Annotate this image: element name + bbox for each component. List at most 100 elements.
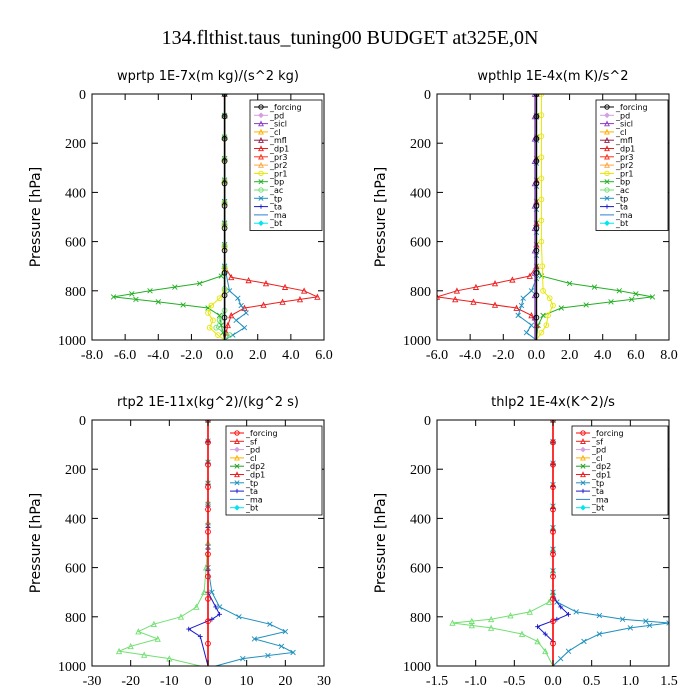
legend-label: _ac bbox=[615, 186, 629, 195]
series-point bbox=[596, 612, 603, 619]
legend-label: _sf bbox=[591, 437, 603, 446]
legend-label: _ac bbox=[269, 186, 283, 195]
legend-marker bbox=[580, 504, 586, 511]
x-tick-label: 20 bbox=[278, 674, 292, 689]
legend-label: _bp bbox=[269, 178, 284, 187]
series-point bbox=[554, 616, 560, 622]
series-point bbox=[538, 112, 545, 118]
series-point bbox=[240, 655, 246, 662]
legend-label: _tp bbox=[245, 479, 258, 488]
series-line bbox=[535, 94, 554, 340]
series-point bbox=[558, 655, 564, 662]
series-point bbox=[643, 618, 649, 624]
legend-marker bbox=[580, 430, 586, 436]
series-point bbox=[523, 329, 530, 336]
panel-4: thlp2 1E-4x(K^2)/s Pressure [hPa] -1.5 -1.0… bbox=[373, 395, 678, 689]
legend-marker bbox=[234, 471, 240, 478]
legend-marker bbox=[604, 170, 610, 177]
x-tick-label: -0.5 bbox=[503, 674, 525, 689]
series-point bbox=[236, 614, 242, 620]
y-tick-label: 1000 bbox=[403, 334, 431, 349]
series-line bbox=[207, 420, 295, 666]
series-point bbox=[233, 317, 239, 324]
legend-label: _bp bbox=[615, 178, 630, 187]
series-point bbox=[279, 298, 286, 305]
legend-marker bbox=[580, 480, 586, 486]
legend-label: _pr2 bbox=[269, 161, 287, 170]
series-point bbox=[608, 299, 614, 305]
x-tick-label: 1.0 bbox=[622, 674, 640, 689]
panel-3: rtp2 1E-11x(kg^2)/(kg^2 s) Pressure [hPa]… bbox=[28, 395, 331, 689]
y-tick-label: 0 bbox=[424, 88, 431, 103]
x-tick-label: 1.5 bbox=[660, 674, 678, 689]
series-point bbox=[488, 624, 495, 631]
legend-label: _bt bbox=[269, 219, 282, 228]
legend-box bbox=[571, 425, 669, 516]
series-point bbox=[566, 280, 573, 287]
panel-title: wprtp 1E-7x(m kg)/(s^2 kg) bbox=[117, 69, 299, 84]
series-point bbox=[205, 551, 211, 558]
legend-label: _tp bbox=[615, 194, 628, 203]
series-point bbox=[550, 618, 556, 625]
legend-marker bbox=[580, 438, 586, 444]
legend-label: _dp1 bbox=[615, 145, 635, 154]
series-point bbox=[596, 631, 603, 637]
series-point bbox=[226, 288, 233, 294]
series-point bbox=[538, 133, 545, 140]
series-point bbox=[538, 196, 545, 203]
x-tick-label: 0.0 bbox=[216, 348, 234, 363]
x-tick-label: -4.0 bbox=[147, 348, 169, 363]
legend-marker bbox=[234, 480, 240, 486]
legend-label: _ta bbox=[245, 487, 258, 496]
series-point bbox=[206, 324, 213, 331]
legend-label: _ma bbox=[269, 211, 287, 220]
series-point bbox=[213, 604, 219, 610]
series-point bbox=[533, 158, 540, 164]
legend-marker bbox=[258, 136, 264, 143]
legend-label: _bt bbox=[615, 219, 628, 228]
series-point bbox=[649, 294, 656, 300]
series-point bbox=[550, 573, 556, 580]
series-point bbox=[533, 314, 540, 321]
series-point bbox=[573, 609, 579, 615]
legend-label: _dp1 bbox=[245, 471, 265, 480]
series-point bbox=[241, 324, 248, 331]
series-point bbox=[201, 588, 208, 596]
series-point bbox=[533, 225, 540, 232]
series-point bbox=[449, 619, 456, 626]
series-point bbox=[216, 604, 223, 610]
series-point bbox=[491, 301, 499, 308]
series-point bbox=[470, 298, 477, 305]
y-tick-label: 800 bbox=[65, 285, 86, 300]
y-tick-label: 800 bbox=[65, 611, 86, 626]
legend-label: _pd bbox=[245, 446, 260, 455]
series-point bbox=[550, 640, 556, 647]
series-point bbox=[515, 312, 521, 319]
series-point bbox=[633, 291, 639, 297]
series-point bbox=[282, 628, 289, 635]
series-point bbox=[205, 528, 211, 535]
legend-marker bbox=[580, 446, 586, 453]
series-point bbox=[251, 636, 258, 642]
series-point bbox=[133, 296, 139, 303]
series-point bbox=[628, 296, 635, 303]
series-point bbox=[666, 620, 669, 626]
series-point bbox=[217, 611, 222, 617]
y-tick-label: 400 bbox=[65, 186, 86, 201]
series-point bbox=[528, 311, 535, 319]
series-point bbox=[550, 528, 556, 535]
series-point bbox=[468, 622, 475, 629]
series-point bbox=[216, 295, 223, 302]
series-point bbox=[533, 202, 540, 209]
legend-marker bbox=[258, 145, 264, 152]
series-point bbox=[533, 180, 540, 187]
panel-title: thlp2 1E-4x(K^2)/s bbox=[491, 395, 615, 410]
y-tick-label: 600 bbox=[65, 562, 86, 577]
series-point bbox=[534, 637, 541, 645]
series-point bbox=[538, 238, 545, 245]
series-point bbox=[245, 276, 252, 284]
legend-label: _ta bbox=[269, 203, 282, 212]
x-tick-label: 0 bbox=[205, 674, 212, 689]
legend-label: _ta bbox=[615, 203, 628, 212]
legend-label: _pd bbox=[269, 111, 284, 120]
